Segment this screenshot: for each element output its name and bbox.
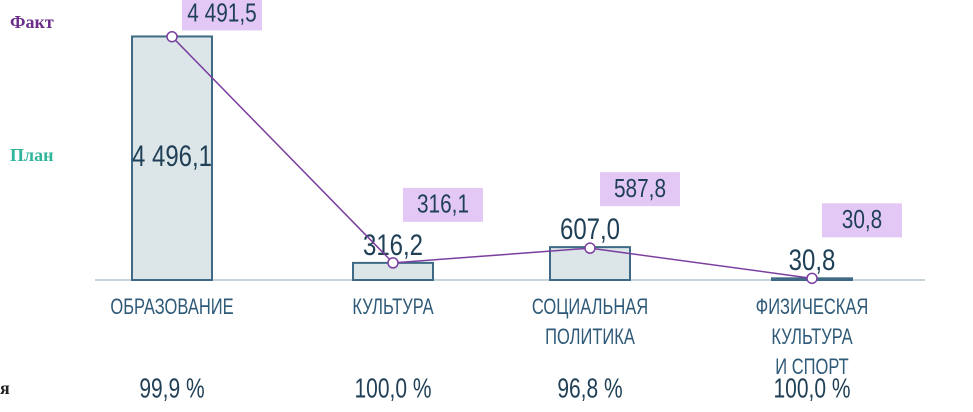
fact-point xyxy=(387,257,399,269)
execution-label: 100,0 % xyxy=(773,374,850,405)
fact-label: 587,8 xyxy=(614,174,666,203)
x-tick-label: СОЦИАЛЬНАЯ ПОЛИТИКА xyxy=(531,294,649,349)
bar xyxy=(131,35,213,282)
bar-label: 316,2 xyxy=(363,227,423,261)
execution-label: 99,9 % xyxy=(139,374,204,405)
x-tick-label: ОБРАЗОВАНИЕ xyxy=(110,294,234,319)
fact-label: 4 491,5 xyxy=(187,0,256,27)
fact-point xyxy=(166,30,178,43)
legend-plan: План xyxy=(10,145,53,165)
row-label: я xyxy=(0,378,10,398)
fact-label-box xyxy=(403,187,483,222)
fact-label-box xyxy=(182,0,262,31)
fact-label: 316,1 xyxy=(417,190,469,219)
fact-line xyxy=(171,36,813,280)
fact-label-box xyxy=(822,203,902,238)
execution-label: 100,0 % xyxy=(354,374,431,405)
execution-label: 96,8 % xyxy=(557,374,622,405)
bar-label: 607,0 xyxy=(560,211,620,245)
fact-label-box xyxy=(600,172,680,207)
fact-label: 30,8 xyxy=(842,205,882,234)
fact-point xyxy=(584,242,596,254)
bar-label: 4 496,1 xyxy=(132,139,212,173)
bar-label: 30,8 xyxy=(789,243,836,277)
x-tick-label: КУЛЬТУРА xyxy=(352,294,434,319)
x-tick-label: ФИЗИЧЕСКАЯ КУЛЬТУРА И СПОРТ xyxy=(755,294,869,379)
legend-fact: Факт xyxy=(10,12,54,32)
fact-point xyxy=(806,272,818,285)
